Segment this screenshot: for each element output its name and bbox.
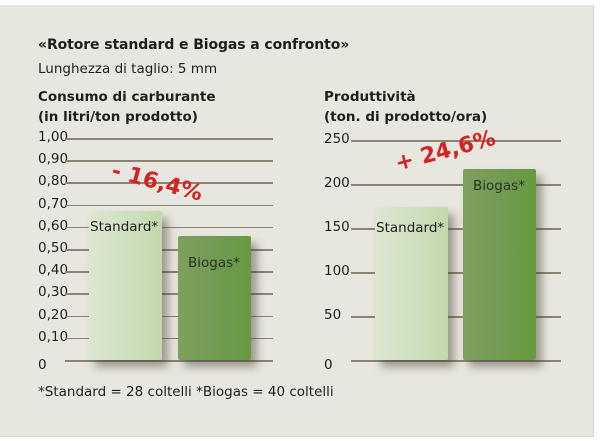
- chart-title-line1: Produttività: [324, 89, 416, 105]
- gridline: [351, 140, 561, 142]
- y-tick-label: 0,50: [38, 240, 69, 256]
- chart-title-line2: (in litri/ton prodotto): [38, 109, 198, 125]
- gridline: [65, 271, 273, 273]
- bar-label: Biogas*: [473, 178, 525, 195]
- gridline: [351, 272, 561, 274]
- y-tick-label: 150: [324, 219, 350, 235]
- y-tick-label: 0,80: [38, 173, 69, 190]
- y-tick-label: 1,00: [38, 129, 69, 145]
- gridline: [65, 293, 273, 295]
- chart-title: Consumo di carburante (in litri/ton prod…: [38, 87, 216, 127]
- y-tick-label: 0,10: [38, 328, 69, 345]
- y-tick-label: 0,90: [38, 151, 69, 168]
- gridline: [351, 360, 561, 362]
- gridline: [65, 360, 273, 362]
- y-tick-label: 250: [324, 131, 350, 147]
- gridline: [65, 315, 273, 318]
- gridline: [65, 337, 273, 340]
- page-subtitle: Lunghezza di taglio: 5 mm: [38, 61, 218, 77]
- page-title: «Rotore standard e Biogas a confronto»: [38, 37, 350, 53]
- y-tick-label: 200: [324, 175, 350, 191]
- y-tick-label: 0,30: [38, 284, 69, 301]
- chart-title-line1: Consumo di carburante: [38, 89, 216, 105]
- bar-label: Biogas*: [188, 254, 240, 271]
- y-tick-label: 0,60: [38, 217, 69, 234]
- gridline: [65, 249, 273, 251]
- y-tick-label: 100: [324, 263, 350, 279]
- bar-biogas: [463, 169, 536, 360]
- gridline: [351, 184, 561, 186]
- chart-title: Produttività (ton. di prodotto/ora): [324, 87, 487, 127]
- gridline: [351, 228, 561, 230]
- y-tick-label: 0,40: [38, 262, 69, 279]
- gridline: [65, 160, 273, 162]
- gridline: [65, 182, 273, 184]
- gridline: [351, 316, 561, 318]
- y-tick-label: 50: [324, 307, 342, 323]
- bar-standard: [375, 206, 448, 360]
- bar-label: Standard*: [376, 219, 445, 236]
- bar-biogas: [178, 235, 251, 360]
- footnote: *Standard = 28 coltelli *Biogas = 40 col…: [38, 384, 334, 400]
- gridline: [65, 226, 273, 229]
- y-tick-label: 0,70: [38, 195, 69, 212]
- gridline: [65, 204, 273, 207]
- y-tick-label: 0,20: [38, 306, 69, 323]
- y-tick-label: 0: [38, 357, 47, 373]
- gridline: [65, 138, 273, 140]
- bar-label: Standard*: [90, 219, 159, 236]
- bar-standard: [89, 211, 162, 360]
- chart-title-line2: (ton. di prodotto/ora): [324, 109, 488, 125]
- y-tick-label: 0: [324, 357, 333, 373]
